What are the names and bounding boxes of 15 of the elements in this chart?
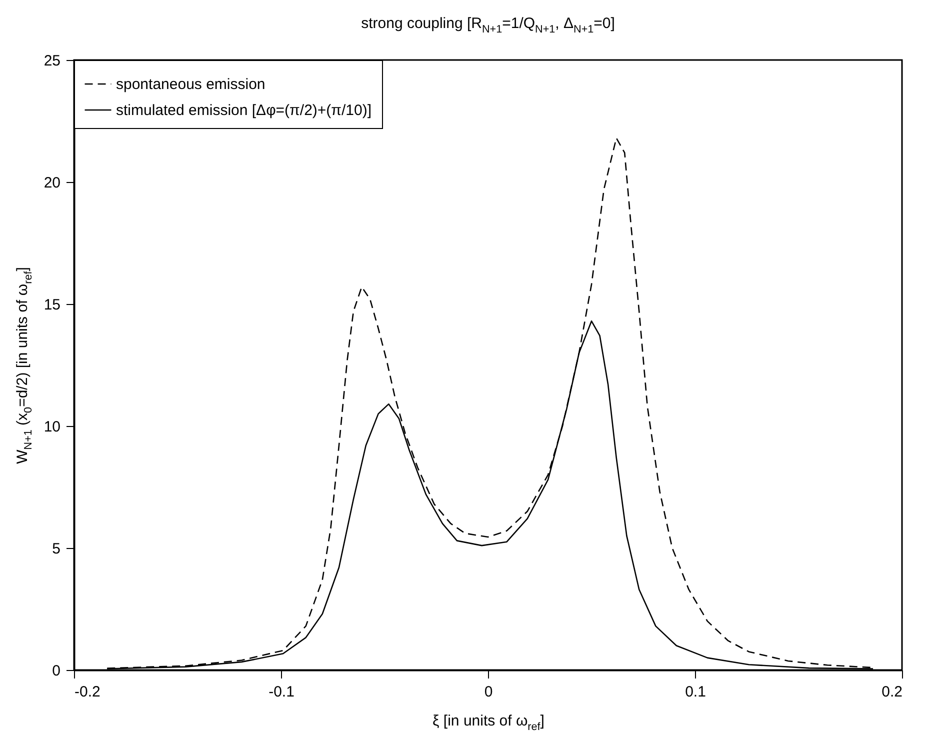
- legend-label: stimulated emission [Δφ=(π/2)+(π/10)]: [116, 102, 372, 119]
- x-tick-label: 0: [484, 684, 493, 700]
- y-tick-label: 25: [44, 52, 60, 70]
- y-tick-label: 15: [44, 296, 60, 314]
- y-tick-label: 0: [52, 662, 60, 680]
- x-tick-label: -0.2: [74, 684, 100, 700]
- y-tick-label: 5: [52, 540, 60, 558]
- legend-label: spontaneous emission: [116, 76, 266, 93]
- x-tick-label: -0.1: [268, 684, 294, 700]
- y-tick-label: 10: [44, 418, 60, 436]
- chart-title: strong coupling [R$_{N+1}$=1/Q$_{N+1}$, Δ$_{N+1}$=0]: [361, 15, 615, 36]
- y-tick-label: 20: [44, 174, 60, 192]
- x-tick-label: 0.1: [685, 684, 706, 700]
- x-tick-label: 0.2: [882, 684, 902, 700]
- x-axis-title: ξ [in units of ω$_{ref}$]: [432, 712, 544, 733]
